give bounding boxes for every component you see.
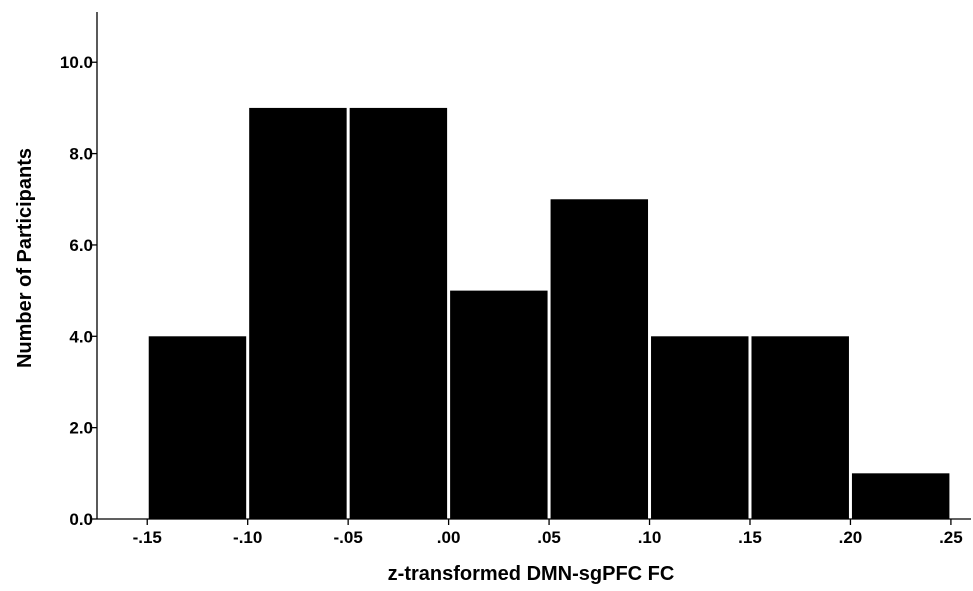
- x-tick-label: -.10: [233, 528, 262, 547]
- histogram-bar: [851, 473, 950, 519]
- y-tick-label: 4.0: [69, 327, 93, 346]
- histogram-bar: [450, 290, 548, 519]
- histogram-bar: [751, 336, 849, 519]
- x-tick-label: .10: [638, 528, 662, 547]
- x-tick-label: .15: [738, 528, 762, 547]
- x-tick-label: .00: [437, 528, 461, 547]
- bars-layer: [148, 107, 950, 520]
- y-tick-label: 10.0: [60, 53, 93, 72]
- y-tick-label: 2.0: [69, 419, 93, 438]
- y-tick-label: 6.0: [69, 236, 93, 255]
- x-tick-label: .05: [537, 528, 561, 547]
- histogram-bar: [249, 107, 347, 520]
- x-tick-label: .25: [939, 528, 963, 547]
- x-tick-label: .20: [839, 528, 863, 547]
- axes-layer: [96, 12, 971, 520]
- histogram-bar: [148, 336, 247, 519]
- ticks-layer: 0.0 2.0 4.0 6.0 8.0 10.0 -.15 -.10 -.05 .00 .05 .10…: [60, 53, 963, 547]
- y-axis-title: Number of Participants: [14, 148, 36, 368]
- x-tick-label: -.05: [334, 528, 363, 547]
- x-axis-title: z-transformed DMN-sgPFC FC: [388, 563, 675, 585]
- histogram-bar: [550, 199, 649, 519]
- histogram-bar: [651, 336, 749, 519]
- histogram-bar: [349, 107, 448, 520]
- y-tick-label: 8.0: [69, 145, 93, 164]
- y-tick-label: 0.0: [69, 510, 93, 529]
- x-tick-label: -.15: [133, 528, 162, 547]
